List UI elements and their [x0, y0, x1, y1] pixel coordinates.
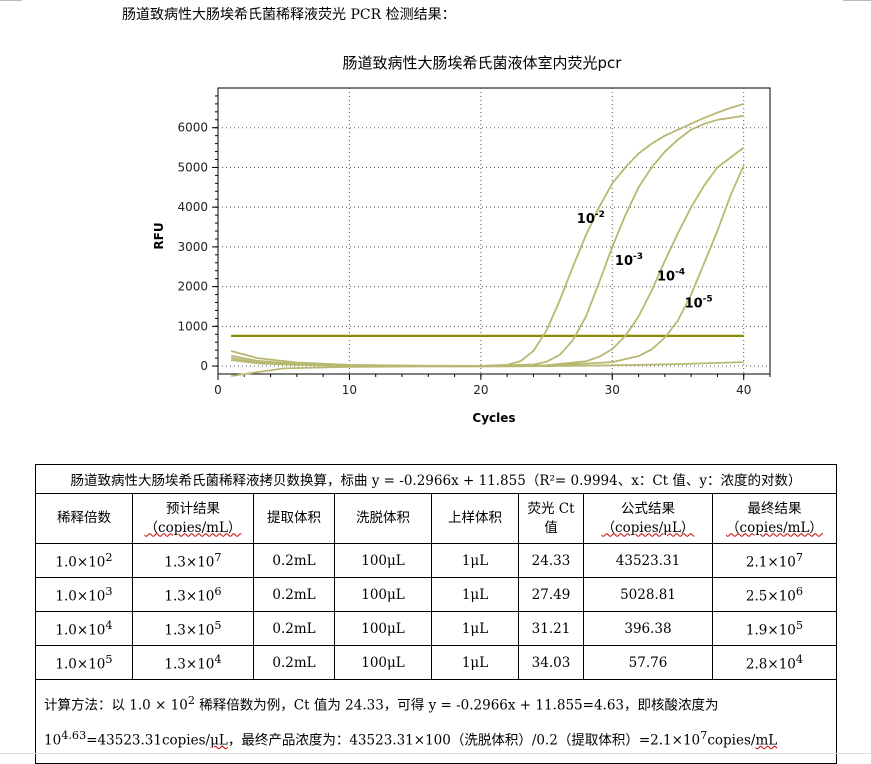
y-tick-label: 4000	[177, 200, 208, 214]
curve-label: 10-2	[577, 210, 605, 227]
cell-ct: 27.49	[518, 577, 584, 612]
table-row: 1.0×104 1.3×105 0.2mL 100μL 1μL 31.21 39…	[35, 611, 837, 646]
cell-expected: 1.3×104	[132, 645, 254, 680]
curve-label: 10-5	[685, 294, 713, 311]
cell-load-volume: 1μL	[431, 645, 519, 680]
cell-elution-volume: 100μL	[334, 645, 432, 680]
cell-dilution: 1.0×104	[35, 611, 133, 646]
x-tick-label: 10	[342, 383, 357, 397]
y-tick-label: 0	[200, 359, 208, 373]
pcr-amplification-chart: 肠道致病性大肠埃希氏菌液体室内荧光pcr 0 10 20 30 40 0 1000 2000 3…	[152, 54, 771, 425]
cell-extract-volume: 0.2mL	[253, 543, 335, 578]
cell-expected: 1.3×106	[132, 577, 254, 612]
cell-load-volume: 1μL	[431, 543, 519, 578]
y-tick-label: 2000	[177, 280, 208, 294]
plot-frame	[217, 87, 771, 375]
cell-load-volume: 1μL	[431, 611, 519, 646]
amplification-curve-10-5	[230, 165, 745, 367]
y-tick-label: 5000	[177, 160, 208, 174]
cell-extract-volume: 0.2mL	[253, 577, 335, 612]
y-tick-label: 3000	[177, 240, 208, 254]
header-elution-volume: 洗脱体积	[334, 493, 432, 544]
cell-ct: 31.21	[518, 611, 584, 646]
cell-elution-volume: 100μL	[334, 543, 432, 578]
cell-load-volume: 1μL	[431, 577, 519, 612]
cell-dilution: 1.0×102	[35, 543, 133, 578]
amplification-curve-negative	[230, 361, 744, 377]
header-expected: 预计结果 （copies/mL）	[132, 493, 254, 544]
cell-formula: 43523.31	[583, 543, 713, 578]
x-tick-label: 20	[473, 383, 488, 397]
header-extract-volume: 提取体积	[253, 493, 335, 544]
cell-extract-volume: 0.2mL	[253, 645, 335, 680]
top-left-rule	[0, 0, 22, 1]
x-axis-label: Cycles	[472, 411, 515, 425]
y-axis-label: RFU	[152, 222, 166, 249]
header-load-volume: 上样体积	[431, 493, 519, 544]
cell-expected: 1.3×107	[132, 543, 254, 578]
plot-area: 0 10 20 30 40 0 1000 2000 3000 4000 5000 6000 10-2 10…	[177, 87, 771, 397]
cell-extract-volume: 0.2mL	[253, 611, 335, 646]
header-dilution: 稀释倍数	[35, 493, 133, 544]
x-tick-label: 0	[214, 383, 222, 397]
cell-dilution: 1.0×105	[35, 645, 133, 680]
cell-elution-volume: 100μL	[334, 611, 432, 646]
y-tick-label: 1000	[177, 319, 208, 333]
table-caption: 肠道致病性大肠埃希氏菌稀释液拷贝数换算，标曲 y = -0.2966x + 11…	[35, 464, 837, 494]
cell-ct: 24.33	[518, 543, 584, 578]
cell-final: 2.8×104	[712, 645, 837, 680]
table-row: 1.0×105 1.3×104 0.2mL 100μL 1μL 34.03 57…	[35, 645, 837, 680]
chart-title: 肠道致病性大肠埃希氏菌液体室内荧光pcr	[343, 54, 623, 72]
header-formula: 公式结果 （copies/μL）	[583, 493, 713, 544]
cell-formula: 57.76	[583, 645, 713, 680]
cell-formula: 396.38	[583, 611, 713, 646]
cell-ct: 34.03	[518, 645, 584, 680]
top-right-rule	[843, 0, 871, 1]
x-tick-label: 40	[736, 383, 751, 397]
copy-number-table: 肠道致病性大肠埃希氏菌稀释液拷贝数换算，标曲 y = -0.2966x + 11…	[35, 464, 837, 764]
header-final: 最终结果 （copies/mL）	[712, 493, 837, 544]
table-row: 1.0×102 1.3×107 0.2mL 100μL 1μL 24.33 43…	[35, 543, 837, 578]
table-header-row: 稀释倍数 预计结果 （copies/mL） 提取体积 洗脱体积 上样体积 荧光 C…	[35, 493, 837, 544]
cell-final: 1.9×105	[712, 611, 837, 646]
cell-final: 2.1×107	[712, 543, 837, 578]
y-tick-label: 6000	[177, 121, 208, 135]
cell-expected: 1.3×105	[132, 611, 254, 646]
cell-formula: 5028.81	[583, 577, 713, 612]
x-tick-label: 30	[605, 383, 620, 397]
header-ct: 荧光 Ct 值	[518, 493, 584, 544]
cell-dilution: 1.0×103	[35, 577, 133, 612]
intro-heading: 肠道致病性大肠埃希氏菌稀释液荧光 PCR 检测结果：	[122, 7, 456, 23]
cell-elution-volume: 100μL	[334, 577, 432, 612]
calculation-note: 计算方法：以 1.0 × 102 稀释倍数为例，Ct 值为 24.33，可得 y…	[35, 679, 837, 764]
curve-label: 10-4	[657, 268, 685, 285]
cell-final: 2.5×106	[712, 577, 837, 612]
table-row: 1.0×103 1.3×106 0.2mL 100μL 1μL 27.49 50…	[35, 577, 837, 612]
curve-label: 10-3	[615, 252, 643, 269]
